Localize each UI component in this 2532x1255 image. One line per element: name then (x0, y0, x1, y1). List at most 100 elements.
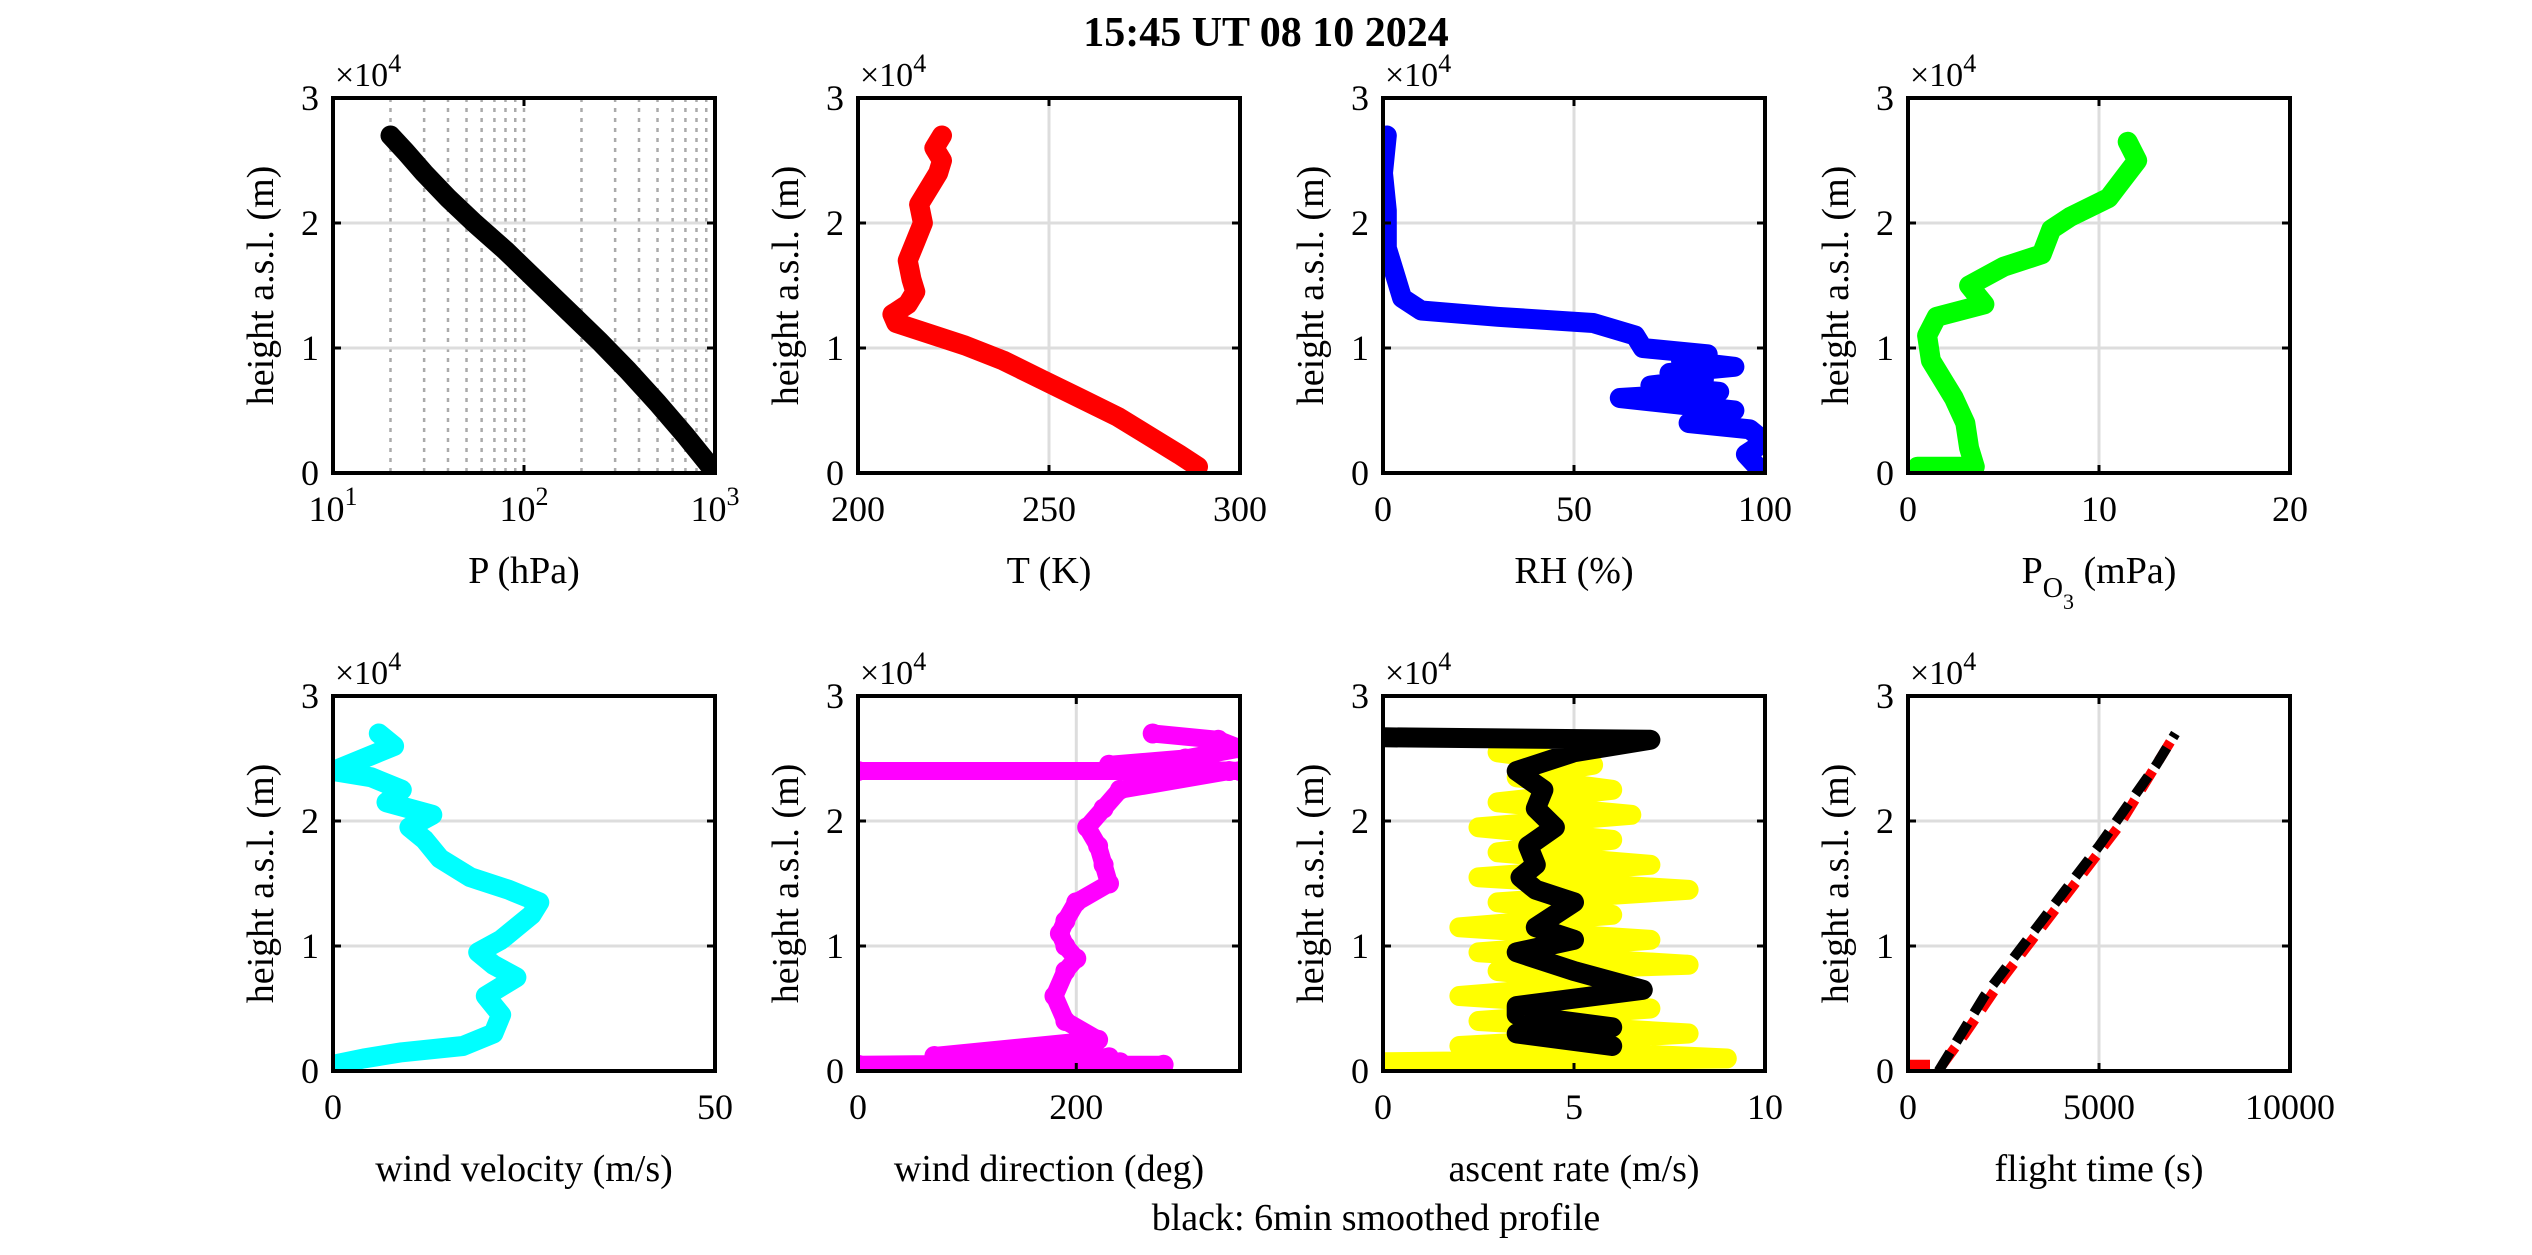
series-line-1 (380, 125, 715, 473)
x-tick-label: 101 (309, 482, 358, 529)
data-series (1383, 125, 1765, 473)
x-tick-label: 10000 (2245, 1087, 2335, 1127)
axes-frame (331, 694, 717, 1073)
panel-8: 0 5000 10000 0 1 2 3 ×104 height a.s.l. (m) fligh… (1815, 647, 2335, 1190)
x-axis-label: T (K) (1007, 550, 1092, 592)
data-series (1383, 727, 1737, 1071)
y-tick-label: 3 (1351, 78, 1369, 118)
y-tick-label: 0 (301, 453, 319, 493)
x-tick-label: 300 (1213, 489, 1267, 529)
y-tick-label: 2 (1876, 203, 1894, 243)
x-axis-label: wind direction (deg) (894, 1148, 1204, 1190)
x-axis-label: wind velocity (m/s) (375, 1148, 673, 1190)
y-axis-label: height a.s.l. (m) (1815, 764, 1857, 1004)
y-tick-label: 2 (826, 801, 844, 841)
y-tick-label: 1 (301, 926, 319, 966)
x-tick-label: 50 (697, 1087, 733, 1127)
y-tick-label: 0 (1351, 1051, 1369, 1091)
axes-frame (856, 694, 1242, 1073)
y-tick-label: 0 (1876, 453, 1894, 493)
y-axis-label: height a.s.l. (m) (240, 166, 282, 406)
y-tick-label: 3 (301, 676, 319, 716)
y-exponent-label: ×104 (1385, 49, 1451, 94)
x-axis-label: PO3 (mPa) (2022, 550, 2177, 614)
bottom-note: black: 6min smoothed profile (1152, 1197, 1601, 1239)
y-exponent-label: ×104 (335, 647, 401, 692)
y-tick-label: 0 (301, 1051, 319, 1091)
x-tick-label: 5000 (2063, 1087, 2135, 1127)
data-series (1908, 131, 2148, 473)
panel-1: 101 102 103 0 1 2 3 ×104 height a.s.l. (m) P (hPa… (240, 49, 740, 592)
y-axis-label: height a.s.l. (m) (765, 166, 807, 406)
y-tick-label: 2 (301, 801, 319, 841)
y-tick-label: 3 (826, 78, 844, 118)
y-tick-label: 2 (826, 203, 844, 243)
y-exponent-label: ×104 (860, 647, 926, 692)
y-tick-label: 1 (1351, 328, 1369, 368)
x-tick-label: 10 (1747, 1087, 1783, 1127)
series-line-2 (1383, 727, 1661, 1056)
series-line-1 (858, 724, 1240, 1071)
data-series (380, 125, 715, 473)
x-tick-label: 200 (1049, 1087, 1103, 1127)
data-series (882, 125, 1208, 473)
y-tick-label: 0 (826, 1051, 844, 1091)
panel-6: 0 200 0 1 2 3 ×104 height a.s.l. (m) wind direct… (765, 647, 1242, 1190)
y-tick-label: 2 (1351, 203, 1369, 243)
y-exponent-label: ×104 (1910, 647, 1976, 692)
series-line-1 (1383, 125, 1765, 473)
y-tick-label: 1 (1876, 926, 1894, 966)
y-tick-label: 1 (301, 328, 319, 368)
x-tick-label: 0 (324, 1087, 342, 1127)
series-line-1 (333, 723, 550, 1071)
x-axis-label: RH (%) (1514, 550, 1633, 592)
x-tick-label: 0 (1374, 489, 1392, 529)
x-tick-label: 5 (1565, 1087, 1583, 1127)
data-series (858, 723, 1240, 1071)
y-tick-label: 2 (1351, 801, 1369, 841)
panel-7: 0 5 10 0 1 2 3 ×104 height a.s.l. (m) ascent rate… (1290, 647, 1783, 1190)
y-exponent-label: ×104 (1910, 49, 1976, 94)
x-tick-label: 100 (1738, 489, 1792, 529)
panel-4: 0 10 20 0 1 2 3 ×104 height a.s.l. (m) PO3 (mPa) (1815, 49, 2308, 614)
x-axis-label: ascent rate (m/s) (1448, 1148, 1699, 1190)
y-exponent-label: ×104 (1385, 647, 1451, 692)
x-tick-label: 102 (500, 482, 549, 529)
x-axis-label: P (hPa) (468, 550, 580, 592)
y-tick-label: 3 (1876, 676, 1894, 716)
x-tick-label: 0 (1374, 1087, 1392, 1127)
x-tick-label: 0 (1899, 1087, 1917, 1127)
y-axis-label: height a.s.l. (m) (1290, 166, 1332, 406)
y-tick-label: 1 (1351, 926, 1369, 966)
y-tick-label: 0 (1876, 1051, 1894, 1091)
y-tick-label: 3 (1351, 676, 1369, 716)
y-tick-label: 0 (826, 453, 844, 493)
y-tick-label: 2 (301, 203, 319, 243)
series-line-2 (1934, 730, 2180, 1071)
x-tick-label: 50 (1556, 489, 1592, 529)
x-tick-label: 10 (2081, 489, 2117, 529)
y-exponent-label: ×104 (335, 49, 401, 94)
x-axis-label: flight time (s) (1995, 1148, 2204, 1190)
x-tick-label: 103 (691, 482, 740, 529)
grid (1906, 694, 2292, 1073)
y-tick-label: 3 (301, 78, 319, 118)
data-series (333, 723, 550, 1071)
y-axis-label: height a.s.l. (m) (1815, 166, 1857, 406)
y-tick-label: 2 (1876, 801, 1894, 841)
y-exponent-label: ×104 (860, 49, 926, 94)
x-tick-label: 0 (849, 1087, 867, 1127)
y-tick-label: 1 (1876, 328, 1894, 368)
y-tick-label: 0 (1351, 453, 1369, 493)
y-tick-label: 1 (826, 926, 844, 966)
panel-2: 200 250 300 0 1 2 3 ×104 height a.s.l. (m) T (K) (765, 49, 1267, 592)
series-line-1 (882, 125, 1208, 473)
x-tick-label: 20 (2272, 489, 2308, 529)
panel-3: 0 50 100 0 1 2 3 ×104 height a.s.l. (m) RH (%) (1290, 49, 1792, 592)
y-tick-label: 3 (1876, 78, 1894, 118)
x-tick-label: 250 (1022, 489, 1076, 529)
y-tick-label: 3 (826, 676, 844, 716)
data-series (1908, 730, 2180, 1071)
x-tick-label: 200 (831, 489, 885, 529)
